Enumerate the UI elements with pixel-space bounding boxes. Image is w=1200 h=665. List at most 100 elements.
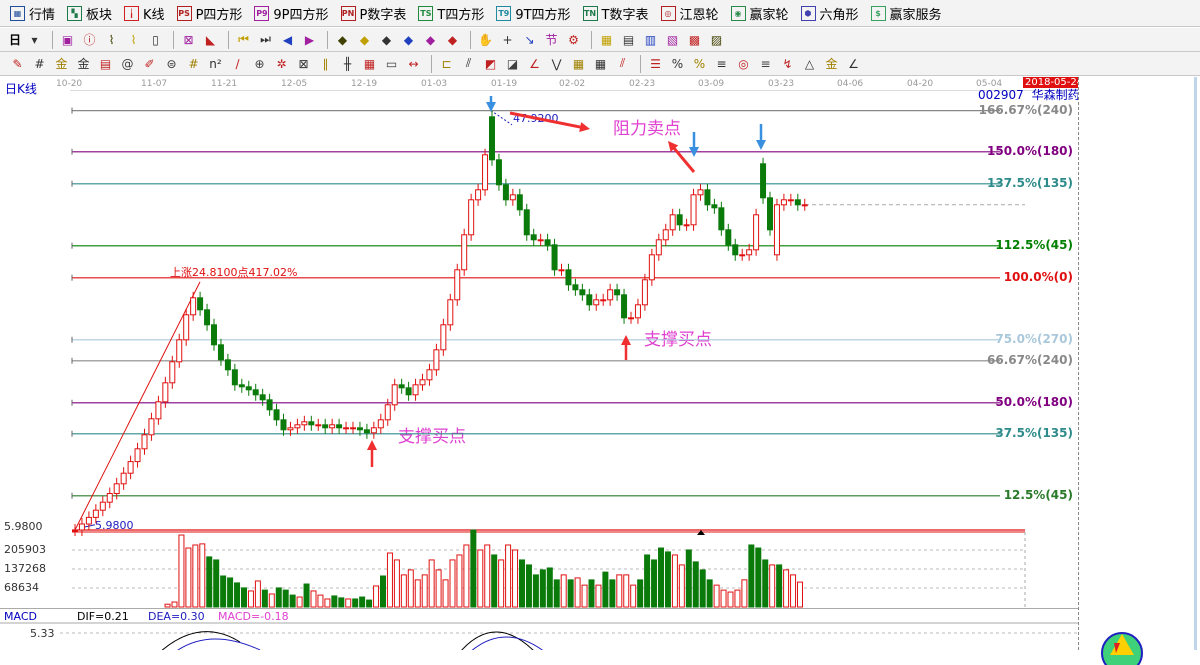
gann-fan-icon[interactable]: ⚙ (568, 32, 579, 47)
gold-lines-icon[interactable]: ≡ (760, 56, 771, 71)
triangle-icon[interactable]: △ (804, 56, 815, 71)
candle-down (704, 189, 711, 206)
star-icon[interactable]: ✲ (276, 56, 287, 71)
grid-icon[interactable]: ▦ (572, 56, 585, 71)
crosshair-icon[interactable]: + (502, 32, 513, 47)
wave-icon[interactable]: ⋁ (551, 56, 562, 71)
save-icon[interactable]: ▧ (666, 32, 679, 47)
parallel2-icon[interactable]: ⫽ (619, 56, 626, 70)
gold-icon[interactable]: 金 (55, 57, 68, 71)
menu-item-label: 9P四方形 (273, 7, 329, 23)
circle-grid-icon[interactable]: ⊜ (166, 56, 177, 71)
next-icon[interactable]: ▶ (304, 32, 315, 47)
gold-circle-icon[interactable]: ◎ (738, 56, 749, 71)
angle-gauge-icon[interactable]: ∠ (848, 56, 859, 71)
notes-icon[interactable]: ▥ (644, 32, 657, 47)
percent-icon[interactable]: % (693, 56, 706, 71)
menu-item-pn[interactable]: PN P数字表 (340, 4, 406, 23)
kline-chart[interactable]: 日K线 10-20 11-07 11-21 12-05 12-19 01-03 01-19 0… (0, 77, 1200, 650)
parallel-icon[interactable]: ∥ (322, 56, 329, 71)
hand-icon[interactable]: ✋ (478, 32, 493, 47)
candle-up (370, 427, 377, 434)
menu-item-tn[interactable]: TN T数字表 (582, 4, 649, 23)
menu-item-p9[interactable]: P9 9P四方形 (254, 4, 329, 23)
menu-item-dollar[interactable]: $ 赢家服务 (870, 4, 942, 23)
hash-icon[interactable]: # (34, 56, 45, 71)
n2-icon[interactable]: n² (209, 56, 222, 71)
hash2-icon[interactable]: # (188, 56, 199, 71)
box-diag2-icon[interactable]: ◪ (506, 56, 519, 71)
gold2-icon[interactable]: 金 (77, 57, 90, 71)
date-tick: 11-21 (211, 79, 238, 89)
box-x-icon[interactable]: ⊠ (298, 56, 309, 71)
volume-bar (525, 564, 532, 608)
date-tick: 01-03 (421, 79, 448, 89)
volume-bar (303, 583, 310, 608)
menu-item-table[interactable]: ▦ 行情 (10, 4, 55, 23)
menu-item-t9[interactable]: T9 9T四方形 (496, 4, 571, 23)
calendar-icon[interactable]: ▦ (600, 32, 613, 47)
candle-up (780, 199, 787, 206)
bracket-icon[interactable]: ⊏ (441, 56, 452, 71)
menu-item-winner-wheel[interactable]: ◉ 赢家轮 (730, 4, 789, 23)
diamond-right-icon[interactable]: ◆ (359, 32, 370, 47)
angle-lines-icon[interactable]: ∠ (529, 56, 540, 71)
last-icon[interactable]: ⏭ (260, 32, 271, 46)
box-red-icon[interactable]: ▦ (363, 56, 376, 71)
menu-item-label: 江恩轮 (679, 7, 719, 23)
candle-dropdown-icon[interactable]: ▯ (152, 32, 159, 47)
menu-item-label: 板块 (86, 7, 113, 23)
erase-icon[interactable]: ✐ (144, 56, 155, 71)
angle-icon[interactable]: ∕ (235, 56, 240, 71)
gann-wheel-icon[interactable] (1094, 625, 1200, 665)
menu-item-gann-wheel[interactable]: ◎ 江恩轮 (660, 4, 719, 23)
arrow-fall-icon[interactable]: ↯ (782, 56, 793, 71)
diamond-up-icon[interactable]: ◆ (425, 32, 436, 47)
gold3-icon[interactable]: 金 (825, 57, 838, 71)
candle-up (120, 472, 127, 485)
print-icon[interactable]: ▩ (688, 32, 701, 47)
menu-item-ps[interactable]: PS P四方形 (176, 4, 242, 23)
diamond-expand-icon[interactable]: ◆ (381, 32, 392, 47)
stock-title: 002907 华森制药 (978, 89, 1080, 102)
period-selector[interactable]: 日 (8, 33, 21, 47)
box-diag-icon[interactable]: ◩ (484, 56, 497, 71)
volume-bar (637, 579, 644, 608)
list-icon[interactable]: ☰ (650, 56, 661, 71)
menu-item-candlestick[interactable]: ╽ K线 (124, 4, 165, 23)
kline-down-icon[interactable]: ⌇ (130, 32, 137, 47)
tf-icon[interactable]: ▤ (99, 56, 112, 71)
candle-up (350, 427, 356, 430)
target-icon[interactable]: ⊕ (254, 56, 265, 71)
volume-bar (296, 596, 303, 608)
fraction-icon[interactable]: ⊠ (183, 32, 194, 47)
calculator-icon[interactable]: ▤ (622, 32, 635, 47)
export-icon[interactable]: ▨ (710, 32, 723, 47)
arrows-h-icon[interactable]: ↔ (408, 56, 419, 71)
info-icon[interactable]: ⓘ (83, 33, 96, 47)
kline-up-icon[interactable]: ⌇ (108, 32, 115, 47)
candle-up (169, 361, 176, 384)
menu-item-blocks[interactable]: ▚ 板块 (67, 4, 112, 23)
percent-lines-icon[interactable]: ≡ (716, 56, 727, 71)
diamond-cross-icon[interactable]: ◆ (447, 32, 458, 47)
pencil-icon[interactable]: ✎ (12, 56, 23, 71)
flag-icon[interactable]: ◣ (205, 32, 216, 47)
grid2-icon[interactable]: ▦ (594, 56, 607, 71)
menu-item-ts[interactable]: TS T四方形 (418, 4, 484, 23)
window-icon[interactable]: ▣ (61, 32, 74, 47)
fan-lines-icon[interactable]: ⫽ (465, 56, 472, 70)
diamond-shrink-icon[interactable]: ◆ (403, 32, 414, 47)
period-dropdown-icon[interactable]: ▾ (31, 32, 38, 47)
menu-item-hexagon[interactable]: ⬢ 六角形 (800, 4, 859, 23)
line-tool-icon[interactable]: ↘ (524, 32, 535, 47)
percent-slash-icon[interactable]: % (671, 56, 684, 71)
first-icon[interactable]: ⏮ (238, 32, 249, 46)
node-icon[interactable]: 节 (545, 33, 558, 47)
macd-title: MACD (4, 610, 37, 623)
prev-icon[interactable]: ◀ (282, 32, 293, 47)
ruler-icon[interactable]: ▭ (385, 56, 398, 71)
fan-red-icon[interactable]: ╫ (343, 56, 352, 71)
diamond-left-icon[interactable]: ◆ (337, 32, 348, 47)
spiral-icon[interactable]: @ (121, 56, 134, 71)
